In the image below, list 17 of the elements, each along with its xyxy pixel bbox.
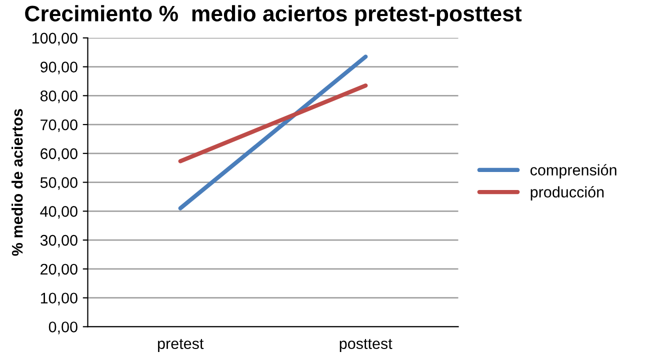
chart-title: Crecimiento % medio aciertos pretest-posttest <box>25 5 522 26</box>
y-tick-label: 100,00 <box>32 32 78 46</box>
x-tick-label: posttest <box>340 339 392 352</box>
y-axis-title: % medio de aciertos <box>12 109 23 256</box>
y-tick-label: 30,00 <box>40 234 78 248</box>
y-tick-label: 80,00 <box>40 90 78 104</box>
y-tick-label: 90,00 <box>40 62 78 74</box>
y-tick-label: 40,00 <box>40 206 78 219</box>
y-tick-label: 60,00 <box>40 148 78 161</box>
y-tick-label: 50,00 <box>40 177 78 190</box>
legend-label: comprensión <box>530 164 616 178</box>
legend-label: producción <box>530 186 604 201</box>
y-tick-label: 0,00 <box>48 322 78 334</box>
y-tick-label: 70,00 <box>40 119 78 132</box>
x-tick-label: pretest <box>158 339 204 352</box>
y-tick-label: 10,00 <box>40 292 78 306</box>
y-tick-label: 20,00 <box>40 264 78 276</box>
